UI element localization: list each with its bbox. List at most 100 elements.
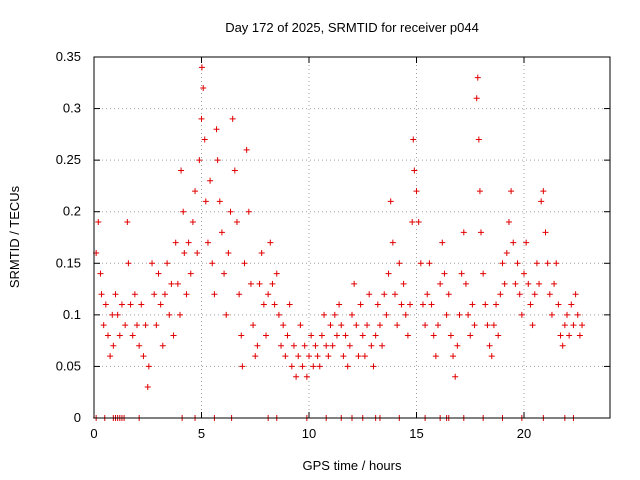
data-point (225, 249, 232, 256)
data-point (439, 239, 446, 246)
x-tick-label: 15 (409, 426, 423, 441)
data-point (351, 280, 358, 287)
data-point (265, 291, 272, 298)
data-point (553, 260, 560, 267)
data-point (142, 322, 149, 329)
x-tick-label: 5 (198, 426, 205, 441)
data-point (357, 301, 364, 308)
data-point (102, 301, 109, 308)
data-point (368, 342, 375, 349)
data-point (409, 219, 416, 226)
data-point (211, 291, 218, 298)
x-tick-labels: 0 5 10 15 20 (90, 426, 531, 441)
data-point (538, 198, 545, 205)
data-point (493, 301, 500, 308)
data-point (174, 280, 181, 287)
data-point (342, 332, 349, 339)
data-point (548, 311, 555, 318)
y-tick-label: 0.05 (56, 358, 81, 373)
data-point (145, 363, 152, 370)
data-point (308, 332, 315, 339)
data-point (161, 291, 168, 298)
plot-frame (93, 56, 611, 419)
x-tick-label: 10 (302, 426, 316, 441)
data-point (344, 363, 351, 370)
data-point (153, 322, 160, 329)
data-point (280, 322, 287, 329)
data-point (295, 353, 302, 360)
data-point (514, 260, 521, 267)
data-point (233, 219, 240, 226)
data-point (216, 198, 223, 205)
data-point (138, 301, 145, 308)
data-point (254, 342, 261, 349)
data-point (98, 291, 105, 298)
data-point (239, 363, 246, 370)
data-point (482, 301, 489, 308)
data-point (110, 342, 117, 349)
data-point (521, 270, 527, 277)
data-point (557, 332, 564, 339)
data-point (353, 322, 360, 329)
data-point (104, 332, 111, 339)
data-point (456, 311, 463, 318)
data-point (512, 280, 519, 287)
y-tick-label: 0.1 (63, 307, 81, 322)
data-point (250, 322, 257, 329)
data-point (452, 373, 459, 380)
data-point (551, 280, 558, 287)
data-point (422, 322, 429, 329)
data-point (536, 280, 543, 287)
data-point (476, 188, 483, 195)
data-point (134, 322, 140, 329)
data-point (293, 373, 300, 380)
x-tick-label: 20 (517, 426, 531, 441)
data-point (338, 322, 345, 329)
data-point (172, 239, 179, 246)
data-point (424, 291, 431, 298)
grid (94, 57, 610, 418)
data-point (198, 64, 205, 71)
data-point (247, 280, 254, 287)
data-point (252, 353, 259, 360)
data-point (529, 322, 536, 329)
y-tick-label: 0.2 (63, 204, 81, 219)
data-point (97, 270, 104, 277)
data-point (518, 311, 525, 318)
data-point (278, 342, 285, 349)
y-tick-label: 0.35 (56, 49, 81, 64)
data-point (540, 188, 547, 195)
y-tick-labels: 0 0.05 0.1 0.15 0.2 0.25 0.3 0.35 (56, 49, 81, 425)
data-point (314, 353, 321, 360)
data-point (321, 311, 328, 318)
data-point (495, 332, 502, 339)
data-point (346, 342, 353, 349)
data-point (396, 260, 403, 267)
data-point (180, 208, 187, 215)
data-point (501, 280, 508, 287)
data-point (555, 301, 562, 308)
data-point (201, 136, 208, 143)
data-point (400, 280, 407, 287)
data-point (109, 311, 116, 318)
data-point (561, 322, 568, 329)
data-point (441, 270, 448, 277)
data-point (288, 363, 295, 370)
data-point (443, 311, 450, 318)
data-point (366, 291, 373, 298)
data-point (379, 342, 386, 349)
data-point (576, 332, 583, 339)
data-point (312, 342, 319, 349)
data-point (181, 249, 188, 256)
data-point (505, 219, 512, 226)
data-point (413, 188, 420, 195)
data-point (114, 311, 121, 318)
data-point (533, 260, 540, 267)
data-point (164, 260, 171, 267)
data-point (187, 270, 194, 277)
data-point (349, 311, 355, 318)
data-point (572, 291, 579, 298)
data-point (458, 270, 465, 277)
data-point (579, 322, 586, 329)
data-point (407, 301, 414, 308)
